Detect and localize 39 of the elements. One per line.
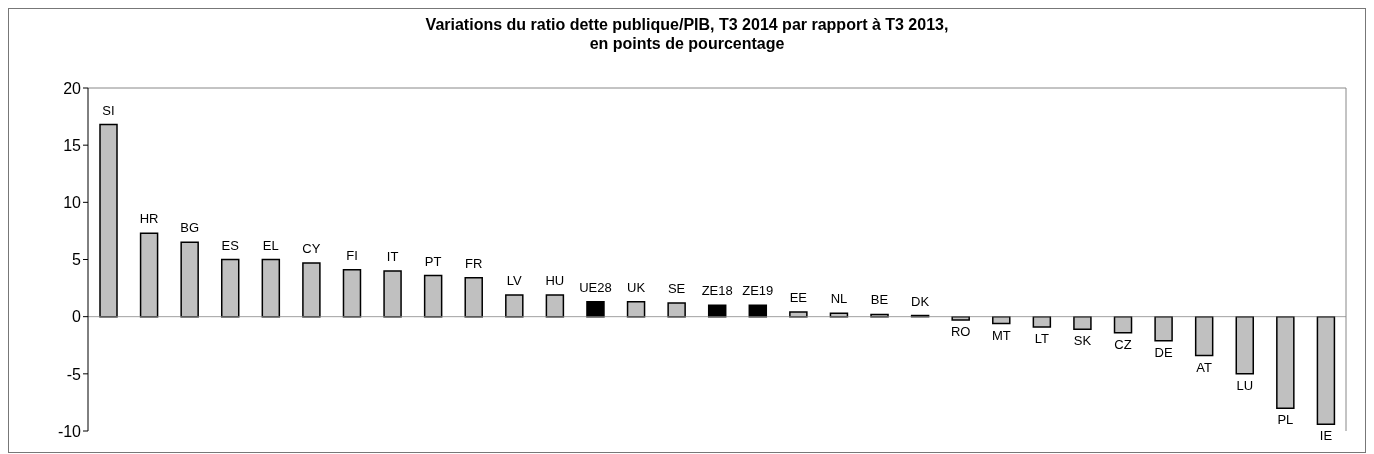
y-tick-label: -10 [57,422,82,440]
x-tick-label: NL [830,291,848,307]
x-tick-label: PL [1277,412,1294,428]
x-tick-label: SE [667,280,686,296]
x-tick-label: FI [346,247,358,263]
x-tick-label: LU [1236,377,1254,393]
y-tick-label: 15 [63,136,82,154]
x-tick-label: IT [386,248,399,264]
x-tick-label: RO [950,324,971,340]
y-tick-label: 20 [63,79,82,97]
x-tick-label: UE28 [579,279,612,295]
x-tick-label: MT [991,327,1011,343]
x-tick-label: ZE19 [742,283,774,299]
x-tick-label: UK [627,279,646,295]
x-tick-label: BG [180,220,200,236]
x-tick-label: LV [506,272,523,288]
x-tick-label: EL [262,237,279,253]
x-tick-label: HU [545,272,565,288]
x-tick-label: AT [1196,359,1213,375]
x-tick-label: CZ [1114,336,1132,352]
x-tick-label: DE [1154,344,1173,360]
x-tick-label: SI [102,102,115,118]
x-tick-label: HR [139,211,159,227]
x-tick-label: LT [1034,330,1050,346]
x-tick-label: EE [789,290,808,306]
x-tick-label: IE [1319,428,1333,444]
x-tick-label: DK [911,293,930,309]
chart-title: Variations du ratio dette publique/PIB, T3 2014 par rapport à T3 2013, en points de pourcentage [424,15,950,53]
x-tick-label: ZE18 [701,283,733,299]
x-tick-label: SK [1073,333,1092,349]
x-tick-label: CY [302,240,321,256]
x-tick-label: PT [424,253,442,269]
y-tick-label: 0 [72,308,82,326]
x-tick-label: FR [465,255,483,271]
y-tick-label: -5 [66,365,82,383]
y-tick-label: 5 [72,251,82,269]
x-tick-label: ES [221,237,240,253]
x-tick-label: BE [870,292,889,308]
y-tick-label: 10 [63,194,82,212]
